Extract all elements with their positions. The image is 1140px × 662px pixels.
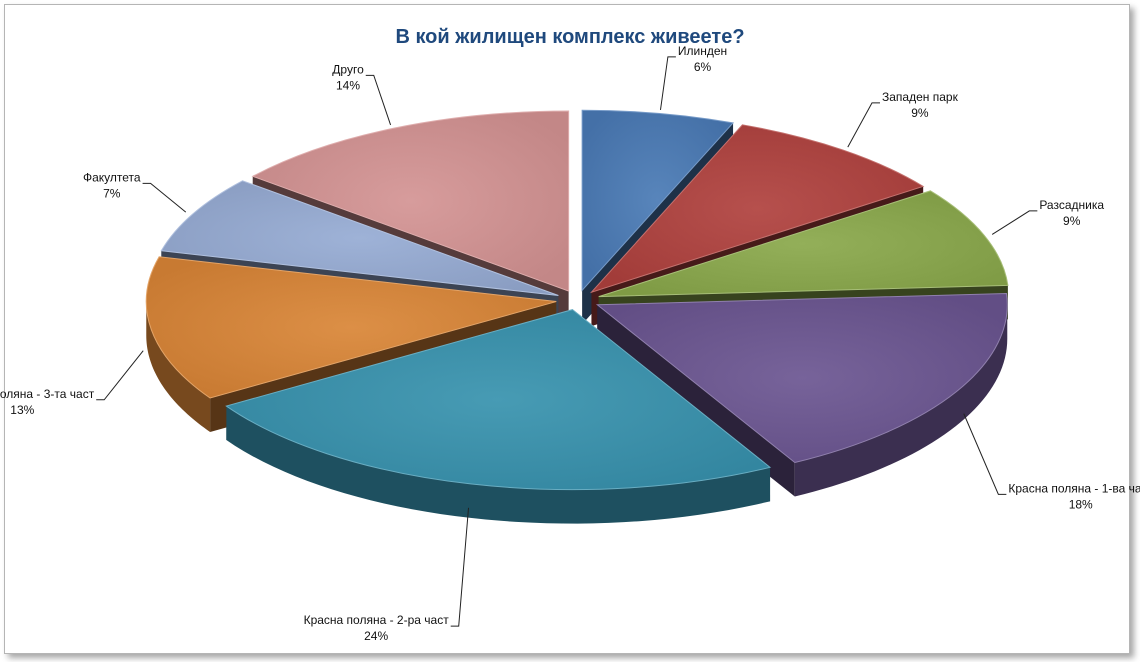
leader-line — [142, 182, 187, 213]
slice-label: Красна поляна - 1-ва част — [1008, 481, 1140, 495]
slice-percent: 9% — [1063, 214, 1081, 228]
slice-label: Разсадника — [1039, 198, 1104, 212]
leader-line — [659, 56, 676, 110]
slice-outer-wall — [226, 406, 771, 524]
leader-line — [963, 413, 1007, 495]
pie-slice — [251, 110, 570, 292]
chart-title: В кой жилищен комплекс живеете? — [395, 26, 745, 48]
slice-outer-wall — [146, 301, 211, 432]
slice-percent: 18% — [1069, 497, 1093, 511]
pie-slice — [598, 190, 1009, 298]
slice-outer-wall — [794, 304, 1008, 497]
slice-percent: 6% — [694, 60, 712, 74]
slice-percent: 7% — [103, 186, 121, 200]
pie-slice — [581, 109, 735, 292]
slice-label: Красна поляна - 2-ра част — [304, 613, 450, 627]
pie-slice — [145, 256, 557, 399]
slice-percent: 14% — [336, 78, 360, 92]
slice-label: Западен парк — [882, 90, 959, 104]
pie-slice — [160, 180, 559, 297]
slice-percent: 24% — [364, 629, 388, 643]
slice-percent: 13% — [10, 403, 34, 417]
slice-percent: 9% — [911, 106, 929, 120]
pie-slice — [225, 309, 772, 491]
slice-label: Красна поляна - 3-та част — [0, 387, 95, 401]
leader-line — [96, 350, 144, 401]
pie-slice — [589, 124, 925, 294]
leader-line — [847, 102, 881, 148]
leader-line — [991, 210, 1038, 235]
slice-label: Факултета — [83, 170, 141, 184]
slice-label: Друго — [332, 62, 364, 76]
leader-line — [450, 507, 470, 627]
slice-label: Илинден — [678, 44, 727, 58]
pie-slice — [595, 292, 1008, 464]
leader-line — [365, 74, 392, 126]
